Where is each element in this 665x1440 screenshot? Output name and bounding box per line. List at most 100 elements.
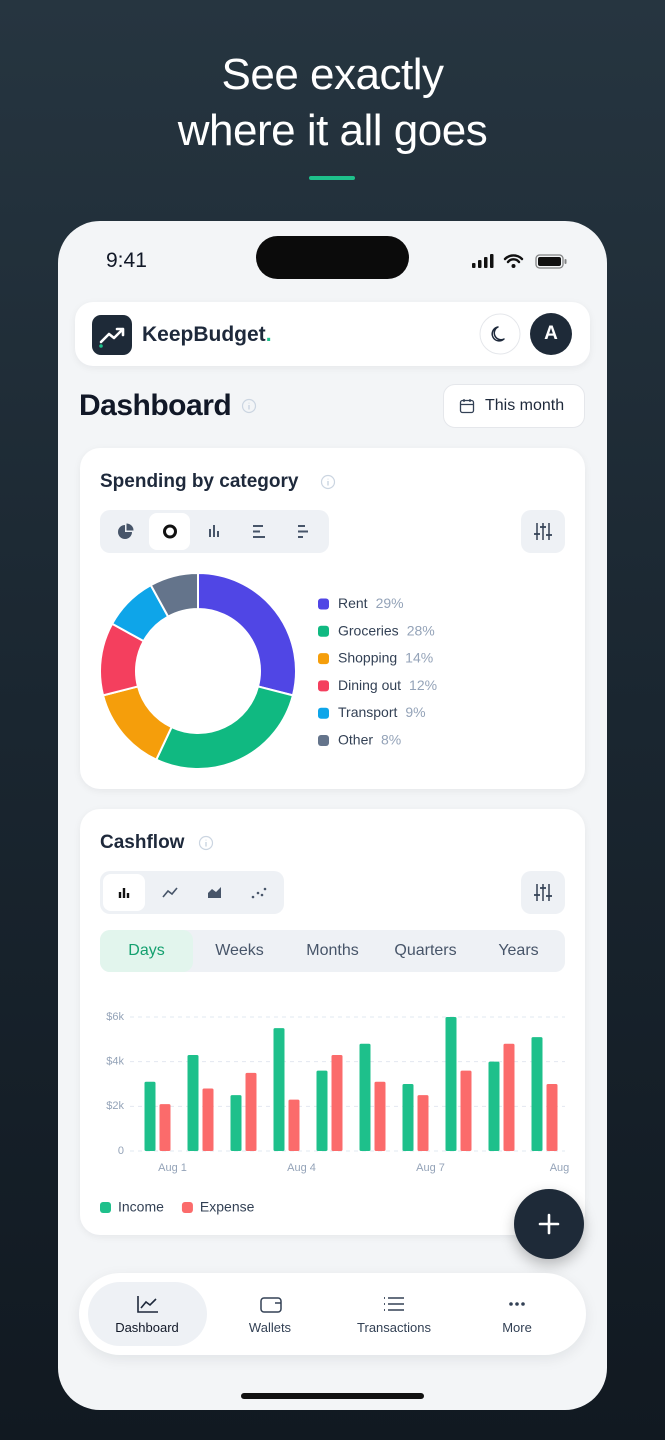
brand: KeepBudget. xyxy=(142,323,272,347)
bar xyxy=(503,1043,515,1151)
period-tab[interactable]: Days xyxy=(100,930,193,972)
add-button[interactable] xyxy=(514,1189,584,1259)
legend-entry: Groceries 28% xyxy=(338,622,435,638)
filter-button[interactable] xyxy=(521,871,565,914)
nav-active-bg xyxy=(88,1282,207,1346)
status-icons xyxy=(472,254,567,269)
card-title: Cashflow xyxy=(100,832,185,853)
legend-label: Shopping xyxy=(338,649,397,665)
bar xyxy=(402,1084,414,1151)
filter-button[interactable] xyxy=(521,510,565,553)
y-tick-label: $6k xyxy=(106,1011,124,1023)
legend-value: 12% xyxy=(409,677,437,693)
pie-slice xyxy=(154,685,295,770)
plus-icon xyxy=(538,1213,560,1235)
logo[interactable] xyxy=(92,315,132,355)
period-tab[interactable]: Years xyxy=(498,942,539,959)
legend-swatch xyxy=(318,598,329,610)
home-indicator xyxy=(241,1393,424,1399)
legend-swatch xyxy=(318,653,329,665)
pie-slice xyxy=(101,685,173,762)
bar xyxy=(245,1072,257,1151)
pie-slice xyxy=(197,571,297,697)
legend-entry: Dining out 12% xyxy=(338,677,437,693)
bar xyxy=(159,1104,171,1151)
bar xyxy=(187,1054,199,1151)
legend-label: Income xyxy=(118,1199,164,1215)
bar xyxy=(445,1017,457,1151)
legend-swatch xyxy=(100,1202,111,1213)
legend-label: Transport xyxy=(338,704,398,720)
info-icon[interactable] xyxy=(320,474,336,490)
pie-slice xyxy=(149,571,199,619)
bar xyxy=(202,1088,214,1151)
bar xyxy=(546,1084,558,1151)
bar xyxy=(460,1070,472,1151)
accent-underline xyxy=(309,176,355,180)
legend-swatch xyxy=(181,1202,193,1213)
nav-label[interactable]: Wallets xyxy=(248,1320,292,1335)
bar xyxy=(417,1095,429,1151)
bar xyxy=(331,1054,343,1151)
nav-label[interactable]: Transactions xyxy=(357,1320,431,1335)
bar xyxy=(374,1081,386,1151)
info-icon[interactable] xyxy=(198,835,214,851)
legend-swatch xyxy=(318,625,329,637)
legend-value: 9% xyxy=(405,704,425,720)
y-tick-label: $2k xyxy=(106,1100,124,1112)
x-tick-label: Aug xyxy=(550,1162,570,1174)
period-button[interactable] xyxy=(443,384,585,428)
legend-label: Dining out xyxy=(338,677,401,693)
legend-value: 29% xyxy=(376,595,404,611)
status-time: 9:41 xyxy=(106,249,147,272)
card-title: Spending by category xyxy=(100,471,299,492)
brand-accent: . xyxy=(265,323,272,346)
bar xyxy=(316,1070,328,1151)
bar xyxy=(531,1037,543,1151)
dynamic-island xyxy=(256,236,409,279)
bar xyxy=(230,1095,242,1151)
y-tick-label: $4k xyxy=(106,1056,124,1068)
legend-label: Groceries xyxy=(338,622,399,638)
legend-label: Expense xyxy=(200,1199,255,1215)
legend-value: 14% xyxy=(405,649,433,665)
y-tick-label: 0 xyxy=(118,1145,124,1157)
legend-entry: Other 8% xyxy=(338,731,401,747)
info-icon[interactable] xyxy=(241,398,257,414)
headline-line: where it all goes xyxy=(177,106,488,155)
legend-label: Rent xyxy=(338,595,368,611)
nav-icons xyxy=(137,1296,525,1313)
period-tab[interactable]: Weeks xyxy=(215,942,264,959)
x-tick-label: Aug 4 xyxy=(287,1162,316,1174)
legend-swatch xyxy=(318,680,329,692)
x-tick-label: Aug 7 xyxy=(416,1162,445,1174)
legend-label: Other xyxy=(338,731,373,747)
nav-label[interactable]: More xyxy=(502,1320,532,1335)
x-tick-label: Aug 1 xyxy=(158,1162,187,1174)
bar xyxy=(359,1043,371,1151)
legend-swatch xyxy=(318,735,329,746)
chart-type-toggle[interactable] xyxy=(100,510,329,553)
period-label: This month xyxy=(485,397,565,414)
headline-line: See exactly xyxy=(221,50,444,99)
avatar[interactable]: A xyxy=(530,313,572,355)
legend-value: 8% xyxy=(381,731,401,747)
theme-toggle[interactable] xyxy=(479,313,521,355)
legend-swatch xyxy=(318,707,329,719)
legend-entry: Transport 9% xyxy=(338,704,426,720)
bar xyxy=(273,1028,285,1151)
period-tab[interactable]: Months xyxy=(306,942,359,959)
calendar-icon xyxy=(459,399,475,414)
period-tab[interactable]: Quarters xyxy=(394,942,457,959)
bar xyxy=(288,1099,300,1151)
bar xyxy=(488,1061,500,1151)
page-title: Dashboard xyxy=(79,389,232,422)
legend-entry: Rent 29% xyxy=(338,595,404,611)
chart-type-toggle[interactable] xyxy=(100,871,284,914)
legend-entry: Shopping 14% xyxy=(338,649,433,665)
brand-name: KeepBudget xyxy=(142,323,266,346)
legend-value: 28% xyxy=(407,622,435,638)
nav-label[interactable]: Dashboard xyxy=(115,1320,179,1335)
